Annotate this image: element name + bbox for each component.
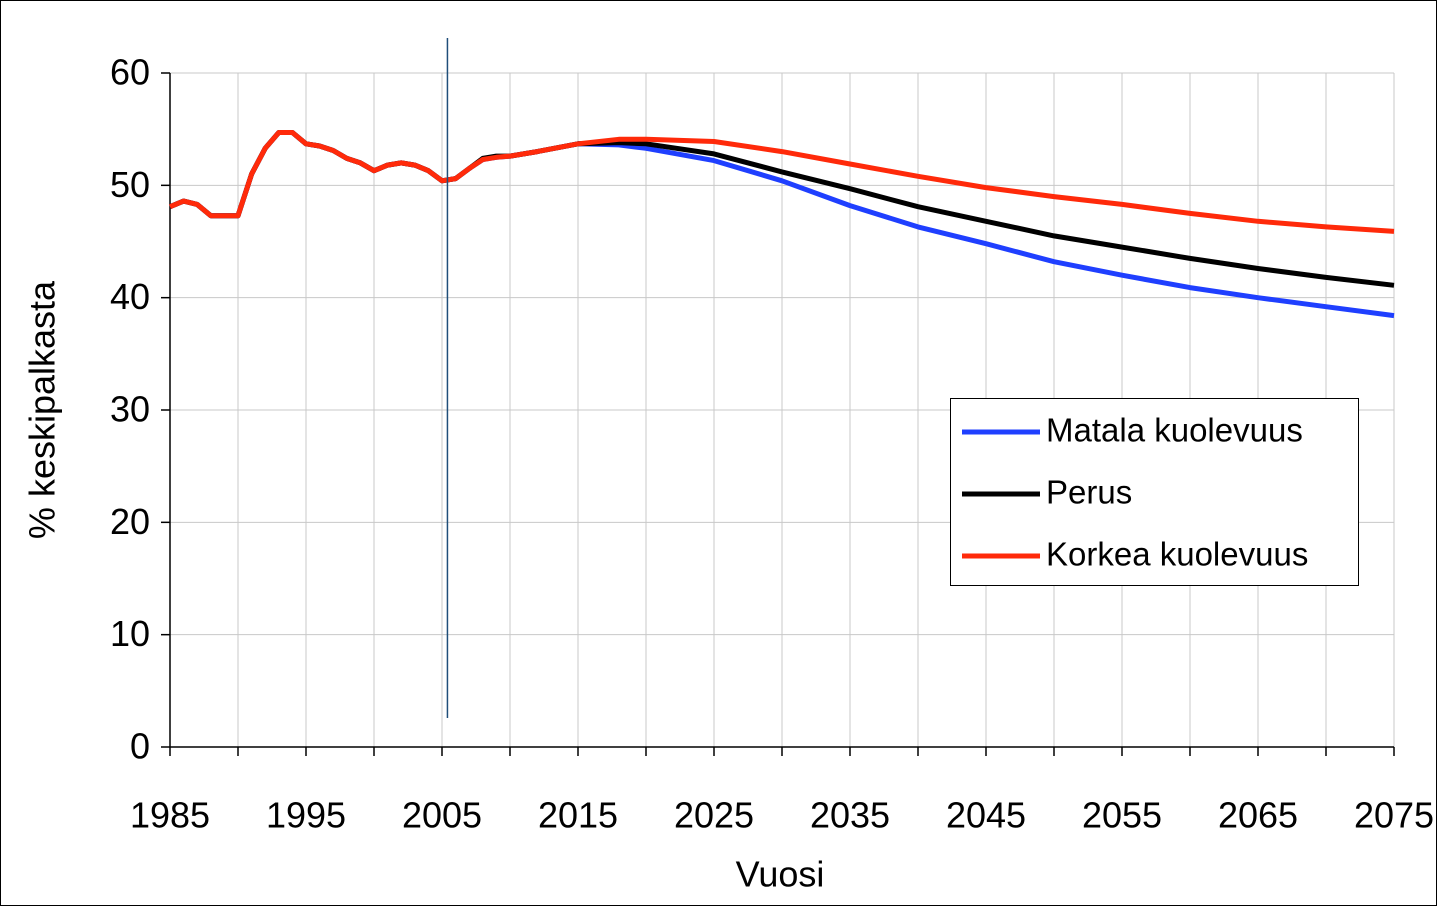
x-tick-label: 2045	[946, 795, 1026, 836]
y-axis-title: % keskipalkasta	[22, 280, 63, 539]
x-tick-label: 2065	[1218, 795, 1298, 836]
x-tick-label: 2055	[1082, 795, 1162, 836]
x-tick-label: 2025	[674, 795, 754, 836]
y-tick-label: 30	[110, 389, 150, 430]
legend-label: Perus	[1046, 474, 1132, 511]
y-tick-label: 20	[110, 501, 150, 542]
x-tick-label: 1995	[266, 795, 346, 836]
y-tick-label: 40	[110, 276, 150, 317]
series-line	[169, 130, 1395, 234]
x-axis-title: Vuosi	[736, 854, 825, 895]
legend-label: Matala kuolevuus	[1046, 412, 1303, 449]
x-tick-label: 2035	[810, 795, 890, 836]
x-tick-label: 2005	[402, 795, 482, 836]
x-tick-label: 2015	[538, 795, 618, 836]
y-tick-label: 0	[130, 726, 150, 767]
legend-label: Korkea kuolevuus	[1046, 536, 1308, 573]
y-tick-label: 50	[110, 164, 150, 205]
legend: Matala kuolevuus Perus Korkea kuolevuus	[950, 398, 1359, 586]
y-tick-label: 60	[110, 52, 150, 93]
x-tick-label: 1985	[130, 795, 210, 836]
x-tick-label: 2075	[1354, 795, 1434, 836]
y-tick-label: 10	[110, 613, 150, 654]
